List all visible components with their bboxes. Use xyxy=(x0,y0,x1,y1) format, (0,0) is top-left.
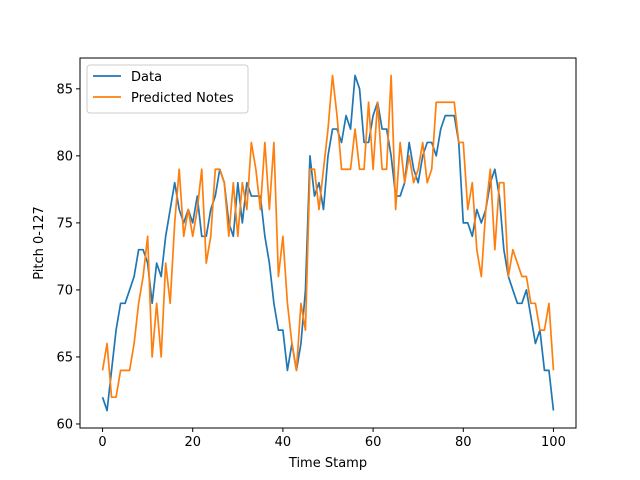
legend-label-data: Data xyxy=(131,70,162,85)
y-tick-label: 65 xyxy=(56,350,73,365)
y-tick-label: 85 xyxy=(56,82,73,97)
y-tick-label: 60 xyxy=(56,417,73,432)
x-tick-label: 0 xyxy=(98,435,106,450)
legend-box xyxy=(86,64,249,114)
x-axis-label: Time Stamp xyxy=(288,456,367,471)
y-tick-label: 70 xyxy=(56,283,73,298)
x-tick-label: 80 xyxy=(455,435,472,450)
x-tick-label: 40 xyxy=(275,435,292,450)
legend: Data Predicted Notes xyxy=(86,64,249,114)
x-tick-label: 60 xyxy=(365,435,382,450)
series-line-predicted-notes xyxy=(101,74,555,399)
x-tick-label: 100 xyxy=(541,435,566,450)
plot-frame xyxy=(79,57,577,429)
x-axis-ticks: 0 20 40 60 80 100 xyxy=(98,428,566,450)
y-tick-label: 75 xyxy=(56,216,73,231)
series-line-data xyxy=(101,74,555,412)
y-tick-label: 80 xyxy=(56,149,73,164)
y-axis-label: Pitch 0-127 xyxy=(32,206,47,280)
series-layer xyxy=(101,74,555,412)
y-axis-ticks: 60 65 70 75 80 85 xyxy=(56,82,80,432)
legend-label-predicted-notes: Predicted Notes xyxy=(131,91,234,106)
x-tick-label: 20 xyxy=(184,435,201,450)
